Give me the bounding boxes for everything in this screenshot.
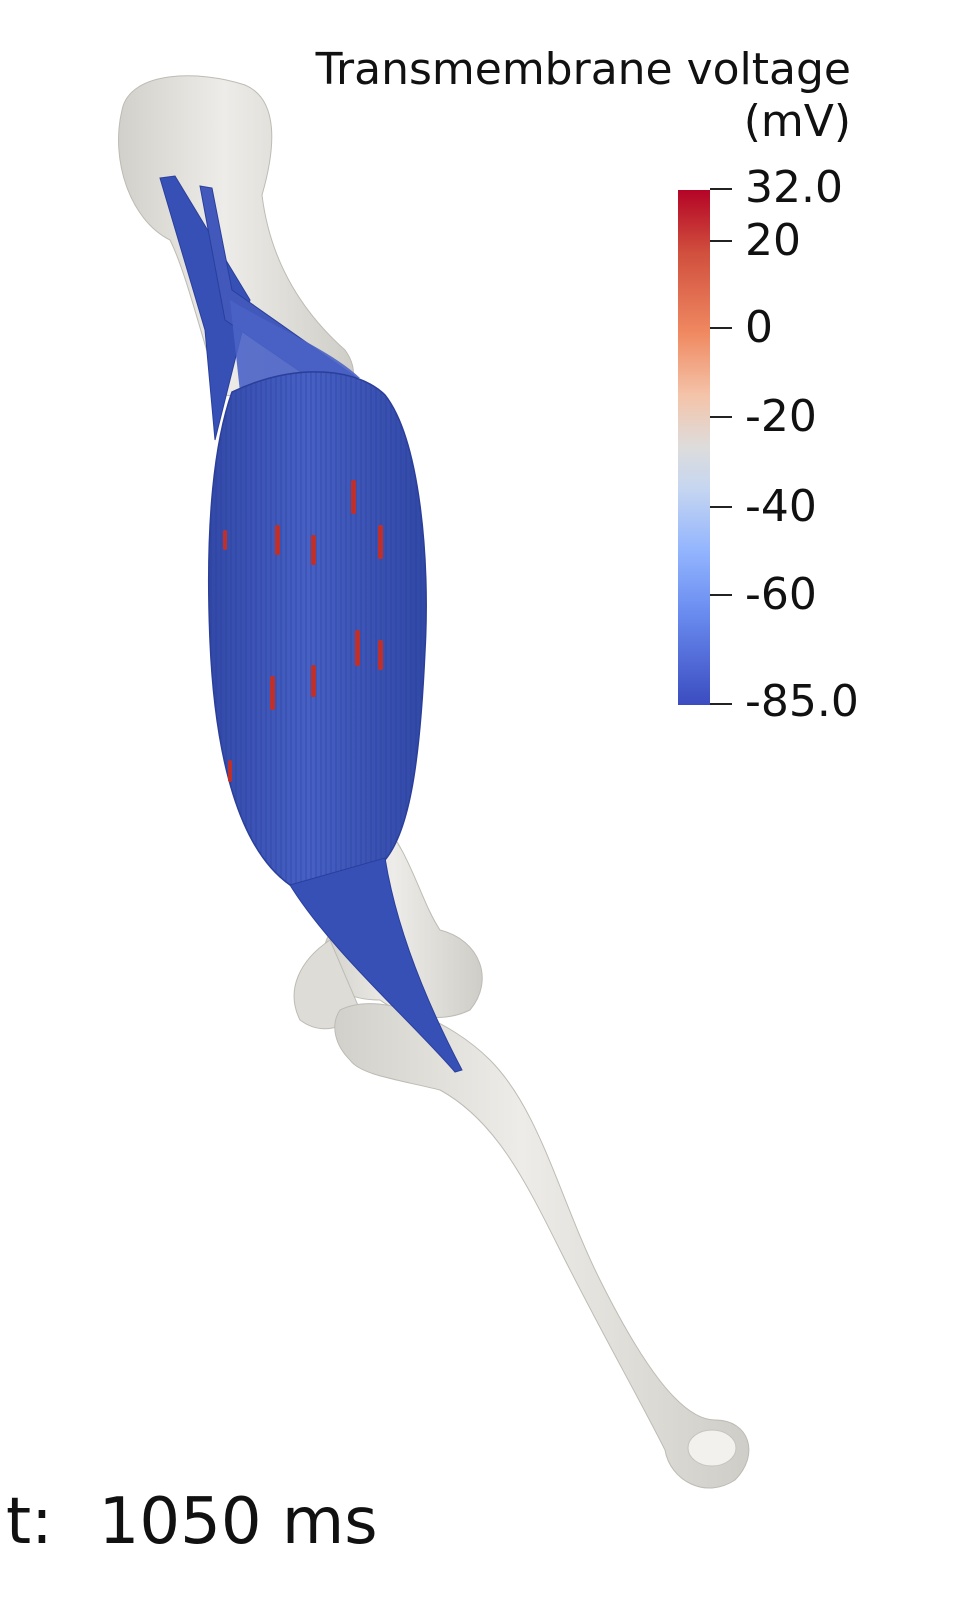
tick-mark: [710, 594, 732, 596]
distal-tendon: [289, 857, 463, 1073]
muscle-belly: [207, 371, 427, 886]
tick-label-min: -85.0: [745, 676, 859, 727]
tick-label: 20: [745, 215, 801, 266]
legend-title: Transmembrane voltage: [315, 44, 851, 95]
tick-mark: [710, 240, 732, 242]
time-label: t:: [6, 1485, 53, 1559]
tick-label: -40: [745, 481, 817, 532]
tick-label-max: 32.0: [745, 162, 843, 213]
tick-label: -60: [745, 569, 817, 620]
legend-units: (mV): [743, 96, 851, 147]
forearm-bone: [334, 1003, 750, 1489]
tick-mark: [710, 506, 732, 508]
tick-label: -20: [745, 391, 817, 442]
color-bar: [678, 190, 710, 705]
tick-mark-max: [710, 188, 732, 190]
tick-mark: [710, 416, 732, 418]
proximal-tendons: [159, 175, 362, 441]
time-value: 1050 ms: [98, 1485, 378, 1559]
tick-mark-min: [710, 703, 732, 705]
activation-spots: [223, 480, 383, 782]
tick-label: 0: [745, 302, 773, 353]
tick-mark: [710, 327, 732, 329]
time-readout: t: 1050 ms: [6, 1490, 378, 1554]
